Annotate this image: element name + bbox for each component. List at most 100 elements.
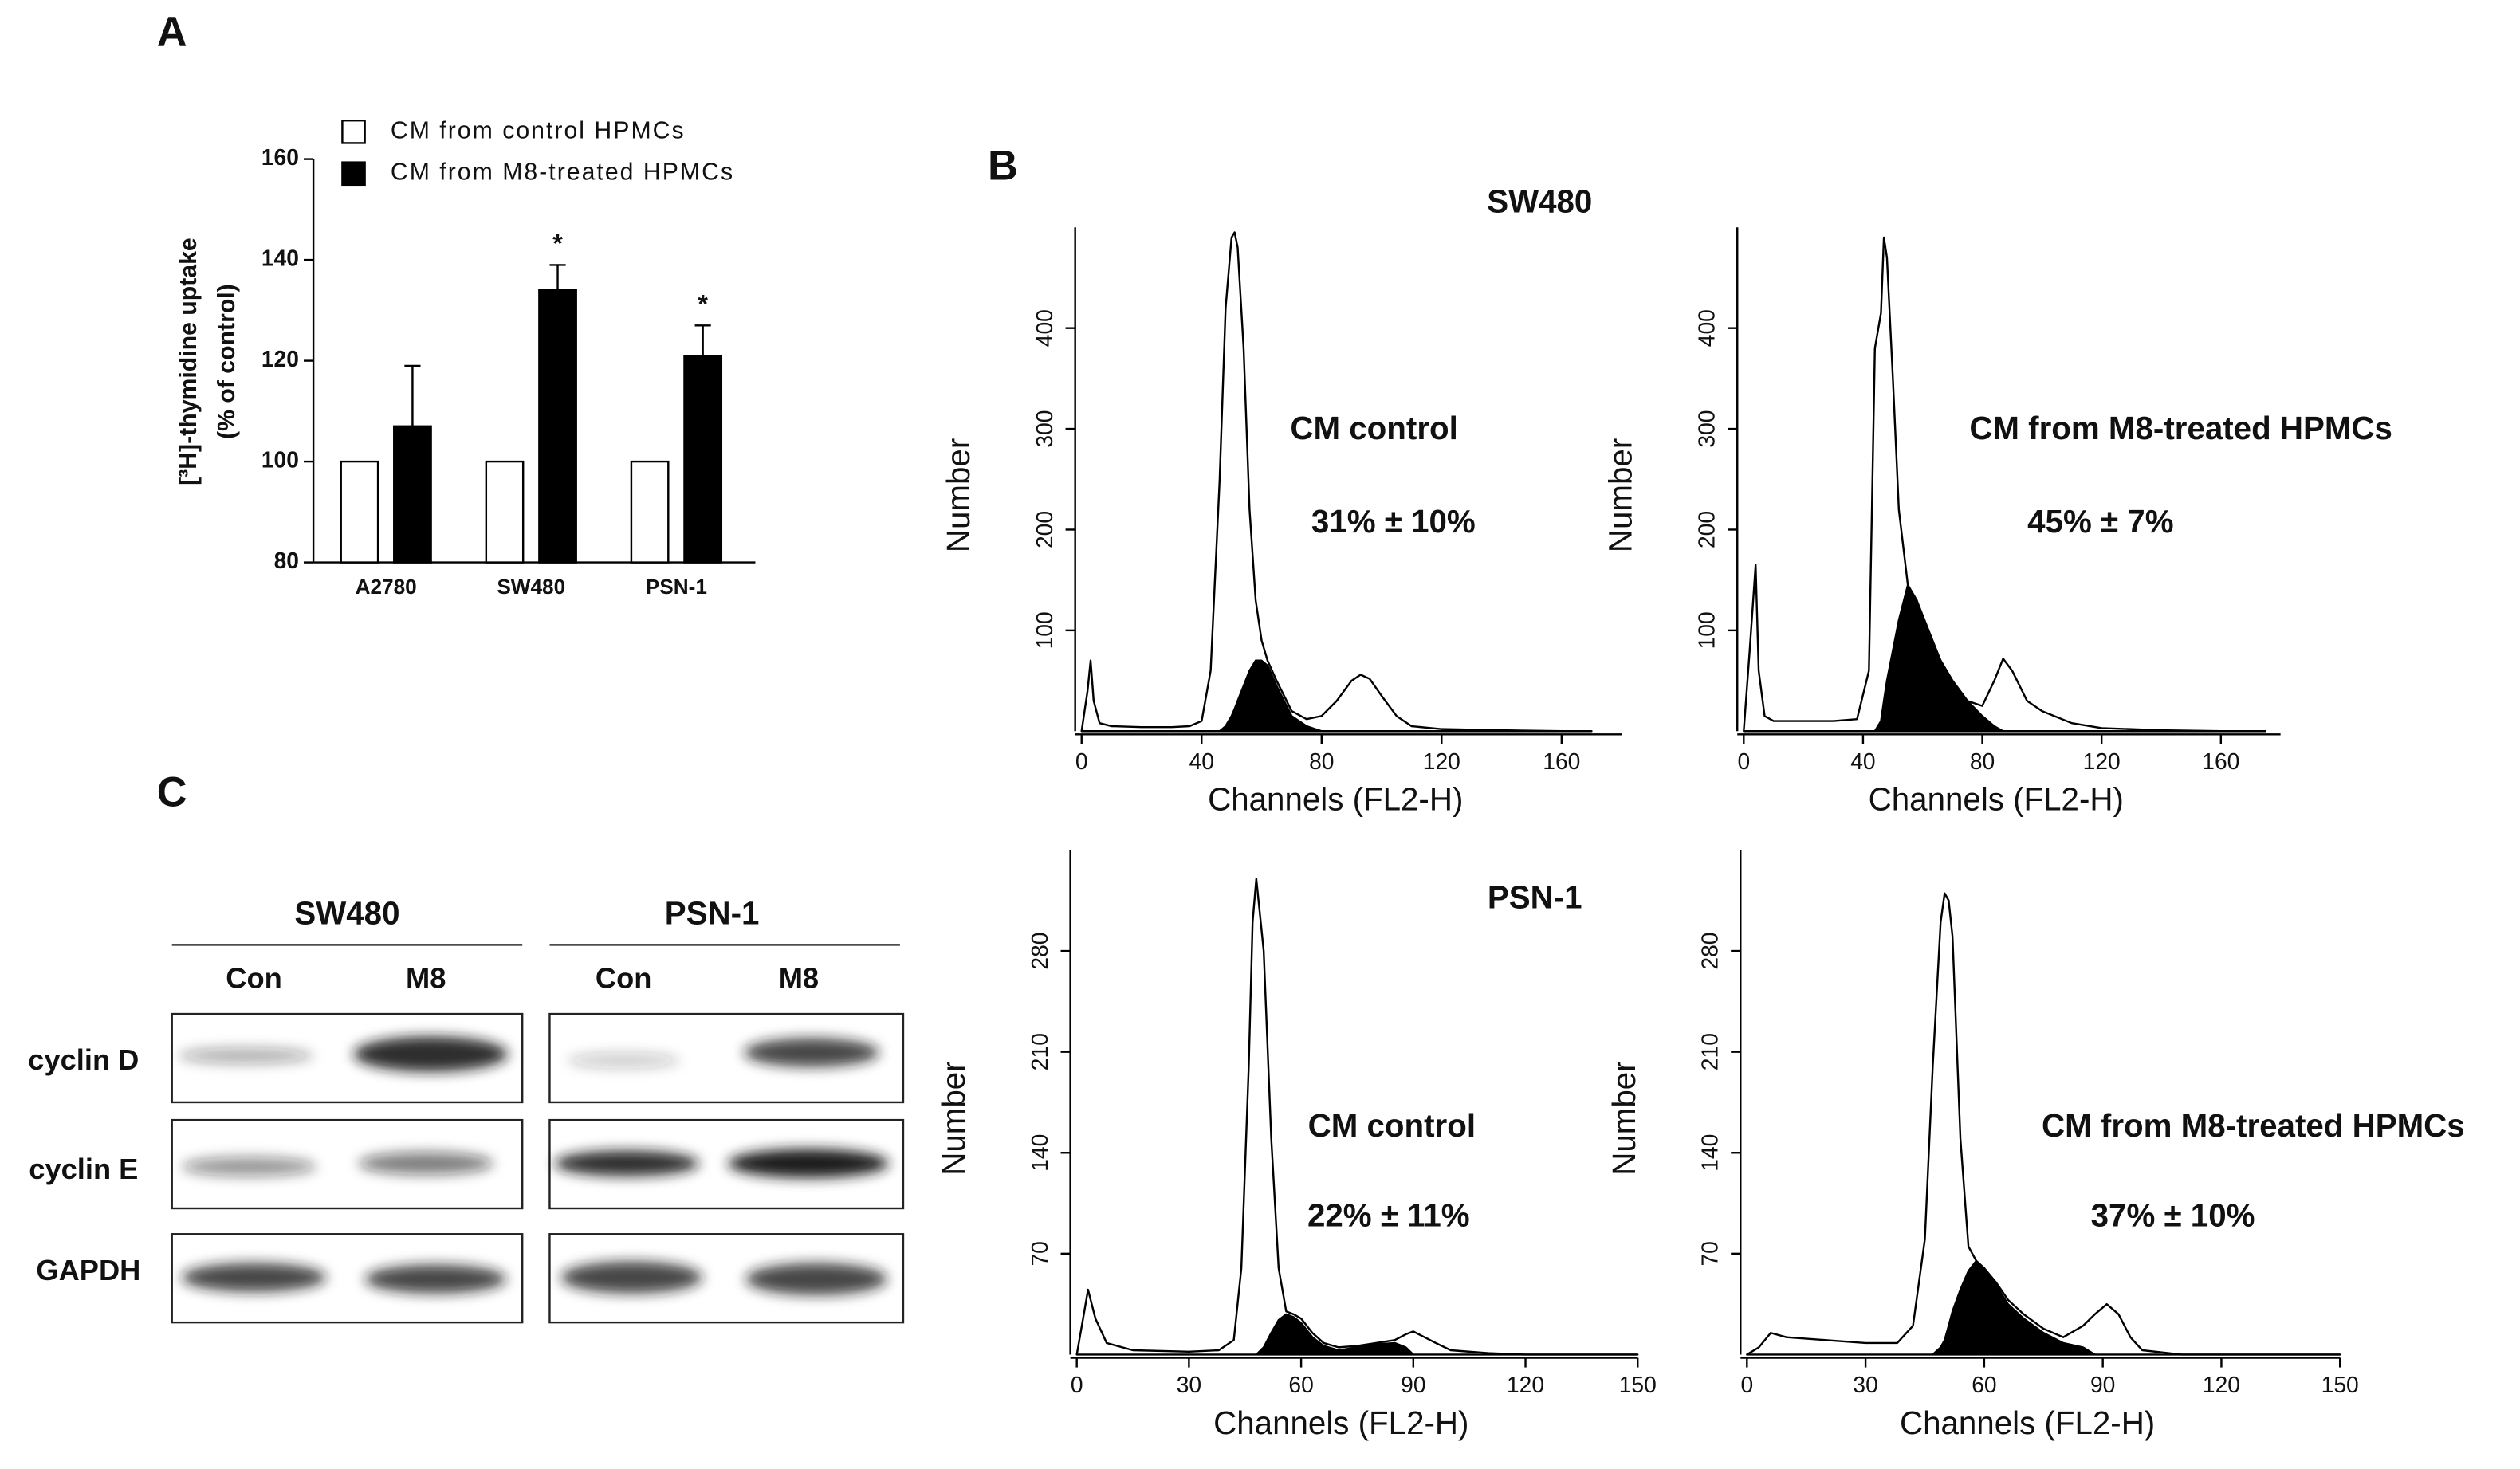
y-tick-label: 280 — [1027, 933, 1052, 970]
lane-label: M8 — [779, 961, 819, 994]
panel-label: B — [988, 143, 1018, 190]
band — [560, 1261, 702, 1294]
protein-label: cyclin D — [28, 1043, 139, 1076]
y-tick-label: 100 — [261, 447, 299, 473]
annotation: CM from M8-treated HPMCs — [1969, 410, 2392, 446]
y-tick-label: 210 — [1027, 1033, 1052, 1070]
y-tick-label: 70 — [1696, 1241, 1722, 1266]
annotation: CM from M8-treated HPMCs — [2042, 1108, 2465, 1144]
x-tick-label: 40 — [1189, 748, 1214, 774]
band — [554, 1150, 699, 1176]
legend-swatch — [341, 161, 366, 187]
y-tick-label: 100 — [1032, 611, 1057, 649]
band — [728, 1149, 889, 1178]
filled-area — [1080, 659, 1593, 733]
x-tick-label: 60 — [1972, 1372, 1996, 1397]
x-tick-label: 150 — [2321, 1372, 2359, 1397]
cell-line: SW480 — [294, 896, 399, 932]
chart-title: PSN-1 — [1488, 880, 1582, 916]
x-tick-label: 30 — [1177, 1372, 1201, 1397]
protein-label: GAPDH — [36, 1254, 140, 1286]
y-axis-label: Number — [936, 1061, 972, 1175]
y-axis-label: Number — [1606, 1061, 1642, 1175]
lane-label: Con — [226, 961, 281, 994]
x-axis-label: Channels (FL2-H) — [1900, 1405, 2155, 1441]
bar — [485, 460, 525, 564]
y-axis-label: Number — [1603, 438, 1639, 552]
y-tick-label: 120 — [261, 346, 299, 371]
annotation: CM control — [1290, 410, 1457, 446]
band — [181, 1263, 327, 1292]
chart-title: SW480 — [1487, 184, 1592, 220]
x-tick-label: 40 — [1850, 748, 1875, 774]
y-axis-label: [³H]-thymidine uptake — [175, 238, 202, 485]
annotation: CM control — [1308, 1108, 1476, 1144]
y-axis-label: Number — [941, 438, 977, 552]
histogram-line — [1075, 878, 1638, 1356]
y-tick-label: 200 — [1032, 511, 1057, 548]
band — [567, 1052, 680, 1069]
filled-area — [1746, 1259, 2341, 1356]
y-tick-label: 300 — [1032, 410, 1057, 448]
filled-area — [1743, 583, 2267, 733]
y-tick-label: 400 — [1693, 309, 1719, 347]
significance: * — [698, 290, 708, 319]
bar — [683, 355, 723, 564]
y-tick-label: 140 — [1696, 1134, 1722, 1172]
histogram-line — [1743, 236, 2266, 733]
band — [364, 1264, 507, 1294]
band — [745, 1263, 887, 1295]
x-tick-label: 90 — [1401, 1372, 1425, 1397]
legend-swatch — [341, 119, 366, 144]
x-tick-label: 150 — [1619, 1372, 1657, 1397]
x-tick-label: 0 — [1075, 748, 1088, 774]
bar — [393, 425, 432, 564]
bar — [538, 289, 577, 564]
x-tick-label: 160 — [1543, 748, 1580, 774]
band — [353, 1036, 509, 1072]
y-tick-label: 140 — [1027, 1134, 1052, 1172]
y-tick-label: 210 — [1696, 1033, 1722, 1070]
x-tick-label: 120 — [2083, 748, 2121, 774]
histogram-line — [1746, 892, 2341, 1356]
x-tick-label: 90 — [2090, 1372, 2115, 1397]
lane-label: Con — [596, 961, 652, 994]
x-tick-label: 0 — [1071, 1372, 1083, 1397]
x-tick-label: 80 — [1309, 748, 1334, 774]
x-tick-label: 120 — [2203, 1372, 2240, 1397]
x-tick-label: 120 — [1423, 748, 1460, 774]
panel-label: C — [157, 770, 187, 816]
x-tick-label: 0 — [1737, 748, 1750, 774]
bar — [340, 460, 379, 564]
x-tick-label: SW480 — [497, 575, 565, 599]
x-tick-label: 80 — [1970, 748, 1995, 774]
x-tick-label: 60 — [1288, 1372, 1313, 1397]
x-tick-label: 160 — [2202, 748, 2239, 774]
annotation: 31% ± 10% — [1311, 504, 1476, 540]
panel-label: A — [157, 10, 187, 56]
band — [358, 1152, 493, 1175]
error-bar — [694, 324, 711, 356]
y-tick-label: 70 — [1027, 1241, 1052, 1266]
error-bar — [404, 364, 421, 426]
y-tick-label: 80 — [274, 548, 299, 573]
significance: * — [552, 230, 563, 258]
lane-label: M8 — [406, 961, 446, 994]
x-tick-label: PSN-1 — [646, 575, 707, 599]
x-axis-label: Channels (FL2-H) — [1213, 1405, 1468, 1441]
y-tick-label: 400 — [1032, 309, 1057, 347]
bar — [630, 460, 670, 564]
western-blot: SW480 PSN-1 Con M8 Con M8 cyclin D cycli… — [28, 896, 905, 1324]
y-tick-label: 280 — [1696, 933, 1722, 970]
filled-area — [1075, 1313, 1639, 1356]
annotation: 22% ± 11% — [1307, 1198, 1470, 1234]
y-tick-label: 160 — [261, 144, 299, 170]
band — [181, 1157, 317, 1176]
y-tick-label: 200 — [1693, 511, 1719, 548]
x-axis-label: Channels (FL2-H) — [1869, 782, 2124, 818]
annotation: 37% ± 10% — [2091, 1198, 2255, 1234]
histogram-line — [1080, 231, 1592, 733]
band — [744, 1038, 879, 1067]
y-tick-label: 140 — [261, 245, 299, 271]
